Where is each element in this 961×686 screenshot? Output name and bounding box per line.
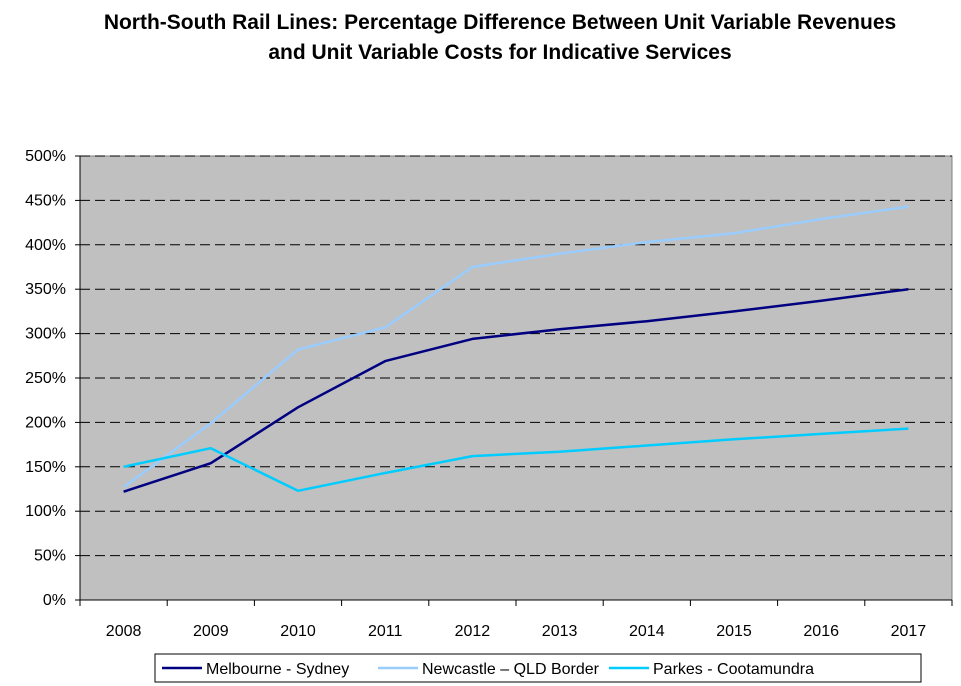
series-line-0 [123,287,909,493]
x-tick-label: 2017 [891,623,927,640]
x-tick-label: 2008 [106,623,142,640]
y-tick-label: 450% [25,192,66,209]
y-tick-label: 200% [25,414,66,431]
x-tick-label: 2014 [629,623,665,640]
y-tick-label: 100% [25,503,66,520]
x-tick-label: 2013 [542,623,578,640]
y-tick-label: 400% [25,237,66,254]
chart-title: North-South Rail Lines: Percentage Diffe… [103,11,897,64]
y-tick-label: 500% [25,148,66,165]
y-tick-label: 300% [25,326,66,343]
y-tick-label: 50% [34,548,66,565]
plot-area: 0% 50% 100% 150% 200% 250% 300% 350% 400% 450% 500… [25,148,953,640]
legend-box [154,653,922,683]
legend-label: Newcastle – QLD Border [422,661,600,678]
x-tick-label: 2010 [280,623,316,640]
x-tick-label: 2015 [716,623,752,640]
x-tick-label: 2011 [368,623,403,640]
y-tick-label: 0% [43,592,66,609]
y-tick-label: 350% [25,281,66,298]
legend-label: Melbourne - Sydney [206,661,349,678]
y-tick-label: 250% [25,370,66,387]
x-tick-label: 2016 [803,623,839,640]
x-tick-label: 2009 [193,623,229,640]
series-line-1 [122,205,909,489]
legend: Melbourne - Sydney Newcastle – QLD Border… [154,653,922,683]
series-line-2 [123,427,909,493]
legend-label: Parkes - Cootamundra [653,661,814,678]
y-tick-label: 150% [25,459,66,476]
x-tick-label: 2012 [455,623,491,640]
